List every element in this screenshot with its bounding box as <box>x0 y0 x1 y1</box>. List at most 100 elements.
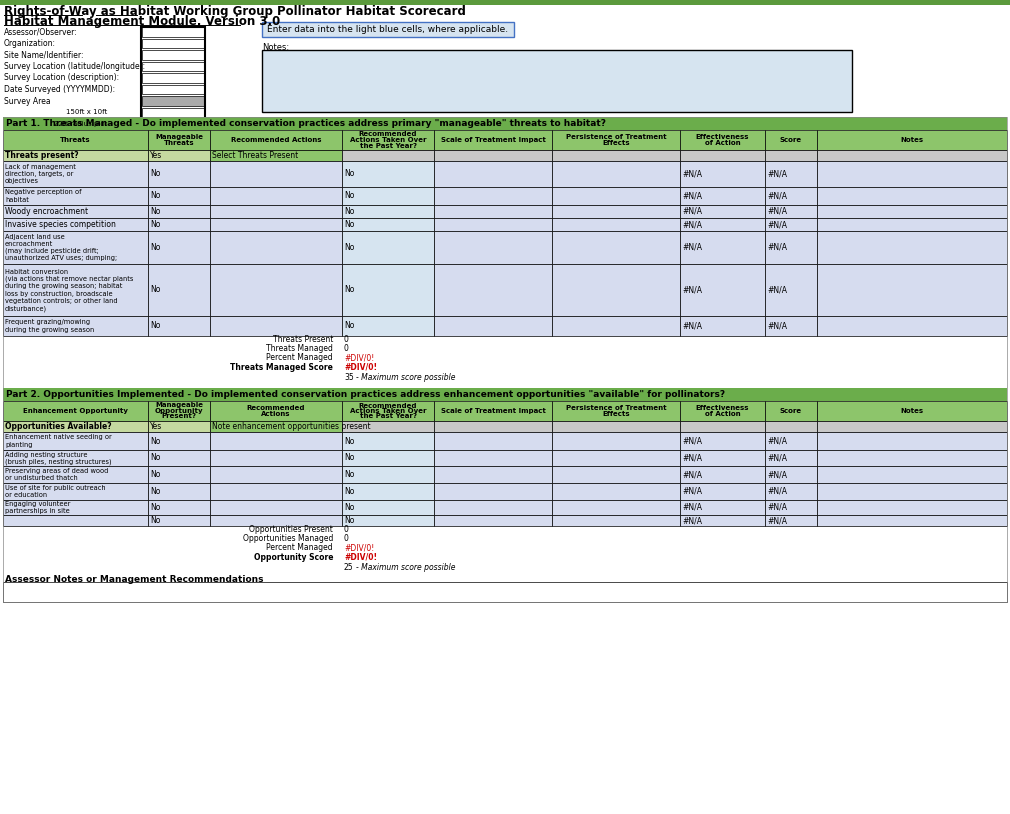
Text: Adding nesting structure: Adding nesting structure <box>5 452 88 457</box>
Text: Survey Location (latitude/longitude):: Survey Location (latitude/longitude): <box>4 62 145 71</box>
Text: 0: 0 <box>344 344 348 353</box>
Bar <box>552 161 680 187</box>
Bar <box>552 515 680 526</box>
Bar <box>142 62 204 72</box>
Bar <box>680 515 765 526</box>
Text: 0: 0 <box>344 335 348 344</box>
Text: No: No <box>150 487 161 496</box>
Text: objectives: objectives <box>5 178 39 184</box>
Bar <box>765 483 817 500</box>
Bar <box>142 50 204 59</box>
Bar <box>210 432 342 450</box>
Bar <box>148 205 210 218</box>
Text: #N/A: #N/A <box>682 487 702 496</box>
Text: Notes: Notes <box>901 137 923 143</box>
Text: Site Name/Identifier:: Site Name/Identifier: <box>4 50 84 59</box>
Text: Negative perception of: Negative perception of <box>5 189 82 195</box>
Text: No: No <box>344 191 355 200</box>
Bar <box>552 401 680 421</box>
Bar <box>342 161 434 187</box>
Bar <box>148 150 210 161</box>
Text: Habitat conversion: Habitat conversion <box>5 269 68 274</box>
Bar <box>3 231 148 264</box>
Bar <box>765 187 817 205</box>
Text: No: No <box>150 453 161 462</box>
Text: #N/A: #N/A <box>682 503 702 512</box>
Bar <box>210 421 342 432</box>
Text: No: No <box>344 487 355 496</box>
Bar <box>765 161 817 187</box>
Text: 0: 0 <box>344 524 348 533</box>
Bar <box>3 187 148 205</box>
Text: No: No <box>344 169 355 178</box>
Bar <box>817 205 1007 218</box>
Text: Part 2. Opportunities Implemented - Do implemented conservation practices addres: Part 2. Opportunities Implemented - Do i… <box>6 390 725 399</box>
Text: Assessor Notes or Management Recommendations: Assessor Notes or Management Recommendat… <box>5 575 264 584</box>
Bar <box>817 130 1007 150</box>
Text: Effectiveness: Effectiveness <box>696 134 749 140</box>
Text: Threats Managed: Threats Managed <box>266 344 333 353</box>
Bar <box>3 117 1007 602</box>
Bar <box>552 264 680 316</box>
Text: Yes: Yes <box>150 422 163 431</box>
Bar <box>148 483 210 500</box>
Bar <box>3 218 148 231</box>
Bar <box>552 130 680 150</box>
Bar <box>434 150 552 161</box>
Bar <box>552 466 680 483</box>
Text: #N/A: #N/A <box>682 207 702 216</box>
Text: Rights-of-Way as Habitat Working Group Pollinator Habitat Scorecard: Rights-of-Way as Habitat Working Group P… <box>4 5 466 17</box>
Text: #N/A: #N/A <box>682 470 702 479</box>
Bar <box>680 130 765 150</box>
Text: Enhancement native seeding or: Enhancement native seeding or <box>5 434 112 440</box>
Text: habitat: habitat <box>5 197 29 203</box>
Bar <box>680 421 765 432</box>
Text: Threats: Threats <box>61 137 91 143</box>
Bar <box>3 264 148 316</box>
Text: No: No <box>344 503 355 512</box>
Text: Enhancement Opportunity: Enhancement Opportunity <box>23 408 128 414</box>
Text: Notes:: Notes: <box>262 43 289 52</box>
Text: Threats: Threats <box>164 140 194 146</box>
Bar <box>434 218 552 231</box>
Text: #N/A: #N/A <box>767 322 787 330</box>
Bar <box>434 421 552 432</box>
Text: encroachment: encroachment <box>5 241 54 247</box>
Bar <box>148 161 210 187</box>
Bar <box>3 150 148 161</box>
Bar <box>680 432 765 450</box>
Text: Threats Managed Score: Threats Managed Score <box>230 363 333 372</box>
Bar <box>434 432 552 450</box>
Text: the Past Year?: the Past Year? <box>360 142 416 148</box>
Bar <box>3 161 148 187</box>
Text: or education: or education <box>5 492 47 498</box>
Text: No: No <box>150 169 161 178</box>
Text: of Action: of Action <box>705 411 740 417</box>
Bar <box>148 130 210 150</box>
Bar <box>3 432 148 450</box>
Bar <box>552 205 680 218</box>
Bar <box>148 316 210 336</box>
Text: Woody encroachment: Woody encroachment <box>5 207 88 216</box>
Text: No: No <box>344 453 355 462</box>
Bar <box>680 150 765 161</box>
Text: Opportunities Present: Opportunities Present <box>249 524 333 533</box>
Bar <box>342 450 434 466</box>
Bar <box>680 205 765 218</box>
Bar <box>765 264 817 316</box>
Bar <box>148 264 210 316</box>
Text: No: No <box>150 286 161 295</box>
Text: No: No <box>344 207 355 216</box>
Text: Adjacent land use: Adjacent land use <box>5 234 65 240</box>
Bar <box>552 187 680 205</box>
Text: partnerships in site: partnerships in site <box>5 508 70 514</box>
Text: Survey Location (description):: Survey Location (description): <box>4 73 119 82</box>
Text: Assessor/Observer:: Assessor/Observer: <box>4 28 78 37</box>
Bar <box>552 432 680 450</box>
Bar <box>342 205 434 218</box>
Bar <box>817 421 1007 432</box>
Bar <box>817 231 1007 264</box>
Text: Score: Score <box>780 408 802 414</box>
Text: (may include pesticide drift;: (may include pesticide drift; <box>5 247 99 254</box>
Bar <box>680 401 765 421</box>
